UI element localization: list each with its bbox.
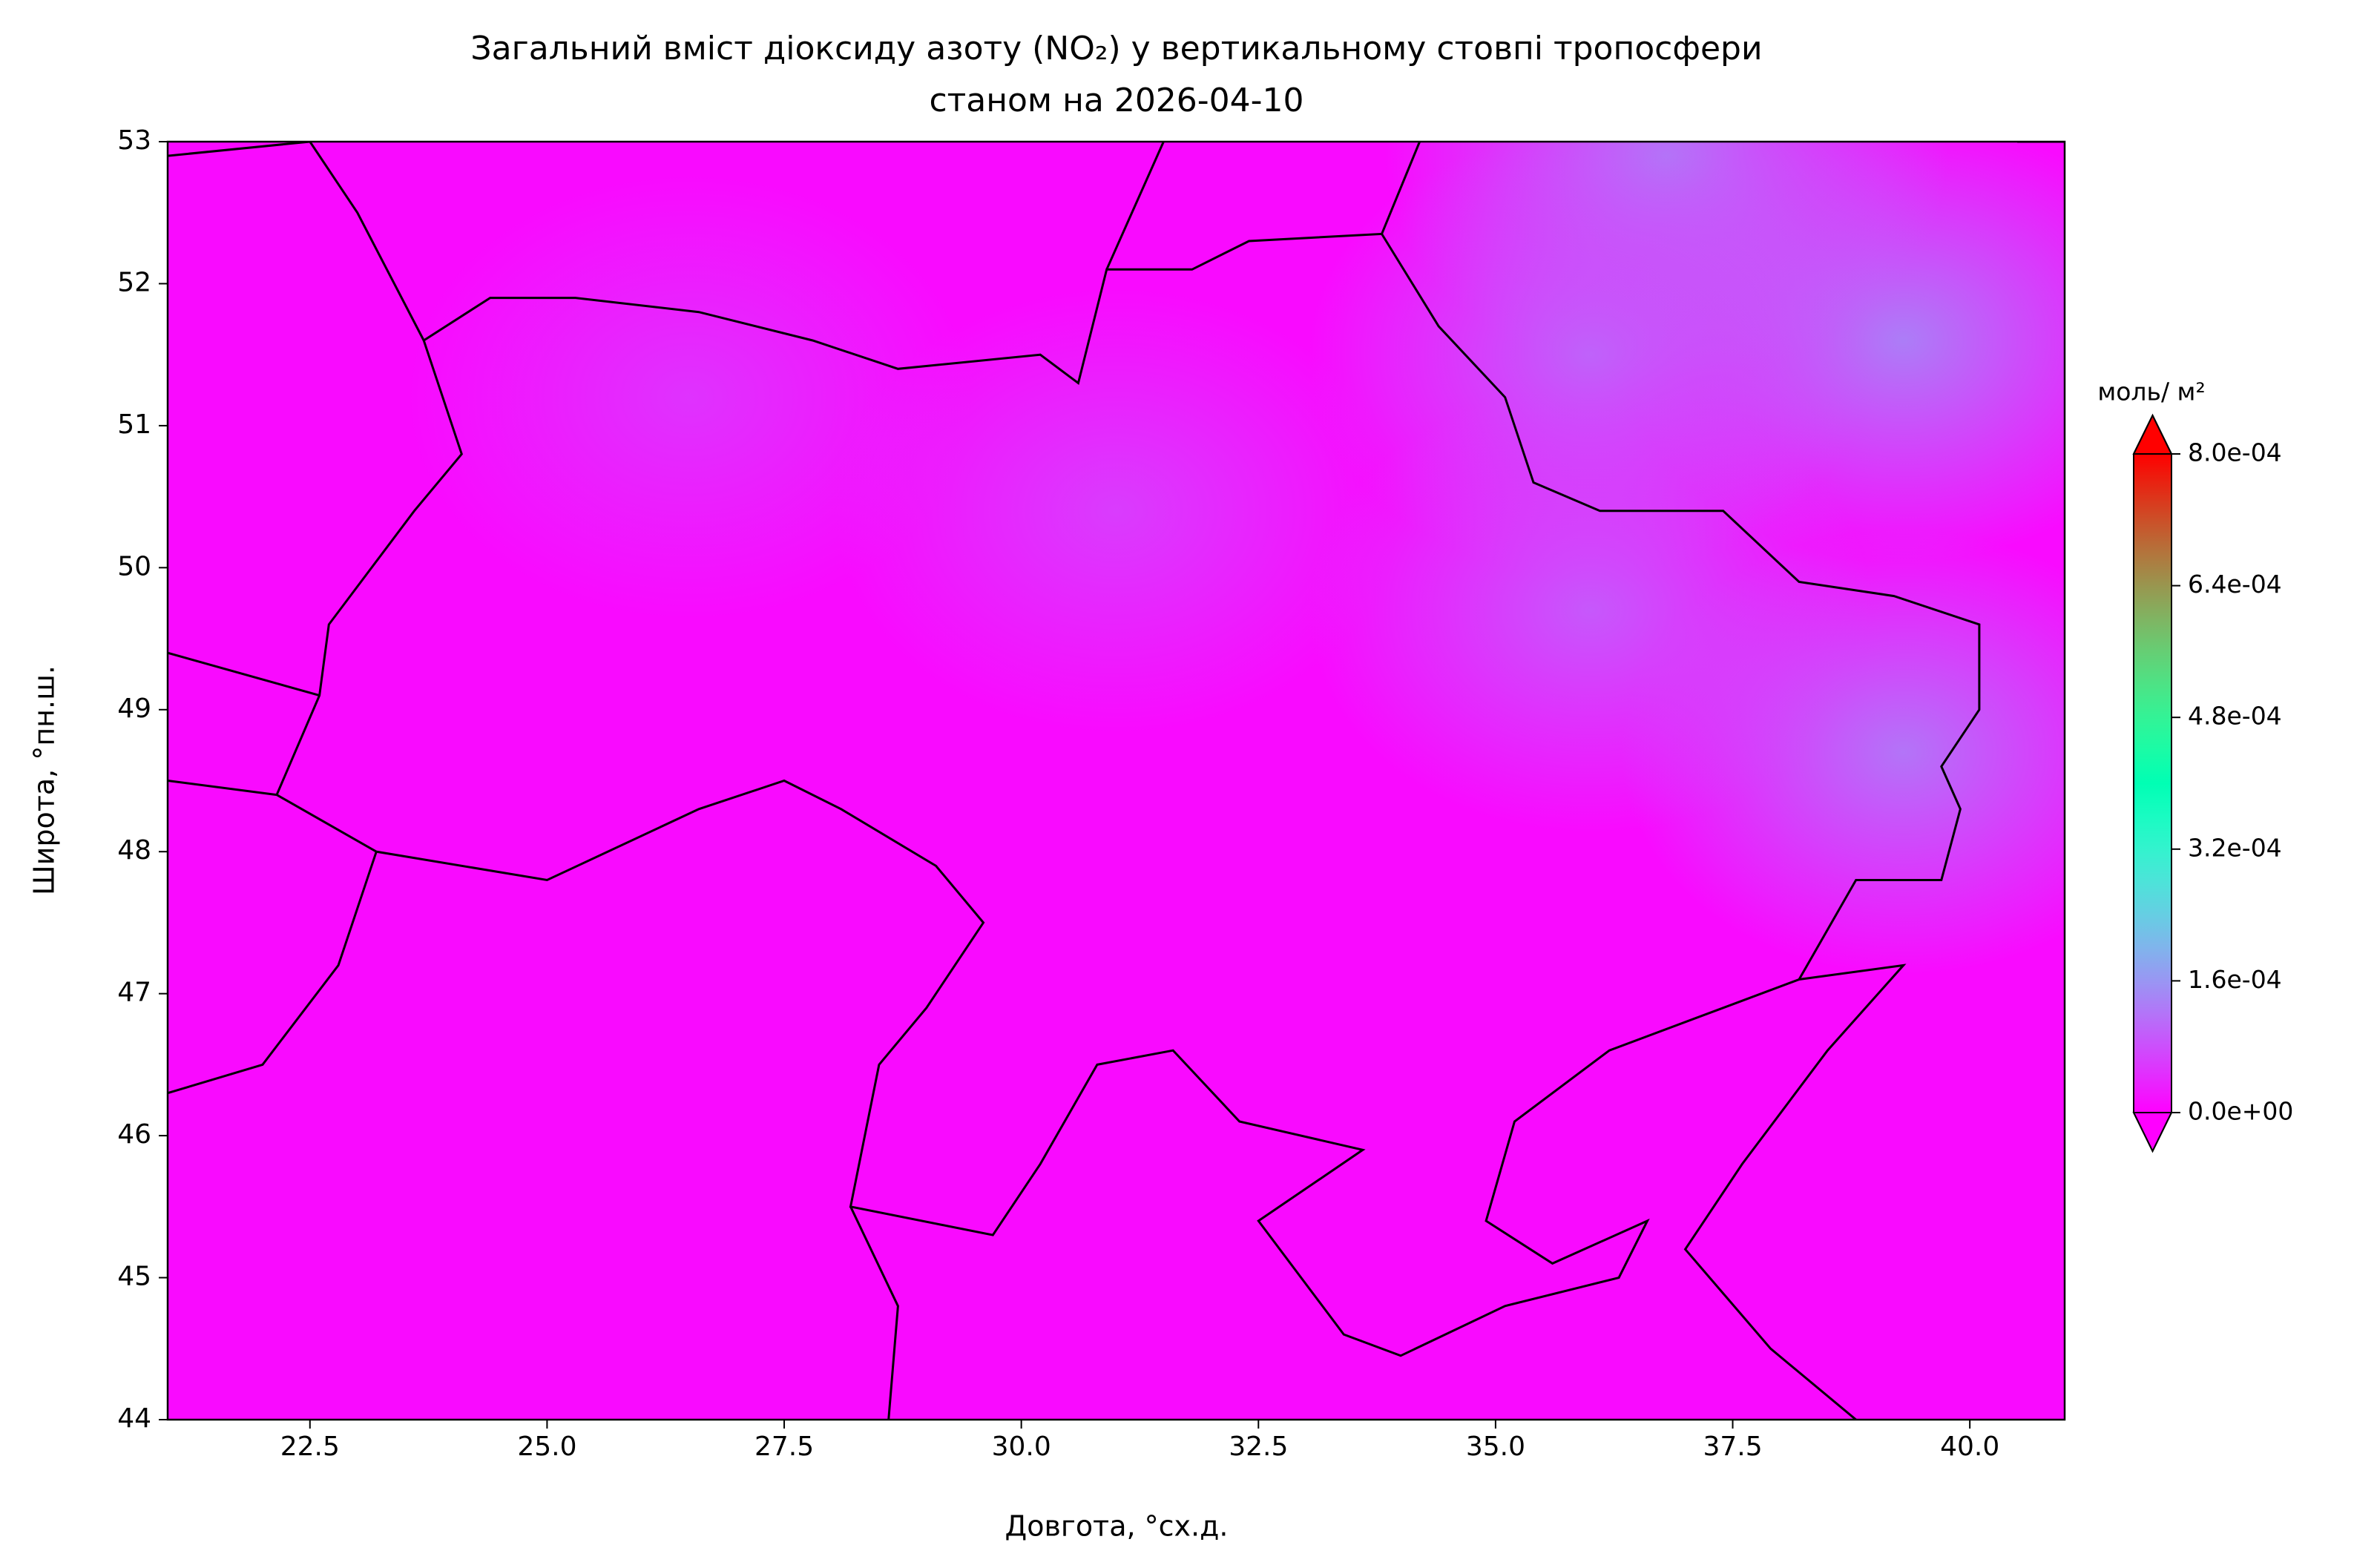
plot-area (168, 142, 2065, 1420)
y-tick-label: 51 (117, 409, 151, 440)
y-tick-label: 50 (117, 551, 151, 582)
x-tick-label: 35.0 (1466, 1432, 1525, 1462)
colorbar (2134, 454, 2171, 1113)
border (849, 1206, 899, 1420)
x-axis-label: Довгота, °сх.д. (1005, 1510, 1229, 1543)
border (168, 651, 320, 697)
colorbar-tick-label: 4.8e-04 (2188, 702, 2282, 731)
border (168, 851, 378, 1095)
colorbar-extend-max (2132, 413, 2173, 455)
border (1381, 142, 1421, 234)
y-tick-label: 53 (117, 125, 151, 156)
y-tick-label: 47 (117, 978, 151, 1008)
border (309, 142, 425, 341)
y-tick-label: 45 (117, 1262, 151, 1292)
x-tick-label: 37.5 (1703, 1432, 1762, 1462)
chart-title: Загальний вміст діоксиду азоту (NO₂) у в… (470, 30, 1762, 67)
y-tick-label: 49 (117, 694, 151, 724)
field-hotspot (1308, 387, 1873, 833)
colorbar-label: моль/ м² (2097, 378, 2205, 406)
field-hotspot (407, 174, 972, 620)
colorbar-tick-label: 6.4e-04 (2188, 570, 2282, 599)
colorbar-extend-min (2132, 1112, 2173, 1153)
x-tick-label: 27.5 (754, 1432, 814, 1462)
plot-frame (166, 140, 2066, 1421)
y-tick-label: 46 (117, 1119, 151, 1150)
border (168, 780, 277, 797)
chart-subtitle: станом на 2026-04-10 (929, 82, 1303, 119)
border (1105, 142, 1165, 270)
x-tick-label: 32.5 (1229, 1432, 1288, 1462)
colorbar-tick-label: 8.0e-04 (2188, 438, 2282, 467)
y-axis-label: Широта, °пн.ш. (28, 665, 61, 895)
border (275, 232, 1981, 1357)
y-tick-label: 48 (117, 835, 151, 866)
x-tick-label: 40.0 (1940, 1432, 1999, 1462)
x-tick-label: 25.0 (517, 1432, 576, 1462)
y-tick-label: 52 (117, 267, 151, 297)
border (168, 142, 310, 157)
y-tick-label: 44 (117, 1403, 151, 1434)
field-hotspot (834, 288, 1398, 734)
colorbar-tick-label: 1.6e-04 (2188, 965, 2282, 994)
colorbar-tick-label: 3.2e-04 (2188, 833, 2282, 862)
x-tick-label: 22.5 (280, 1432, 340, 1462)
colorbar-tick-label: 0.0e+00 (2188, 1097, 2293, 1126)
border (1683, 963, 1907, 1420)
x-tick-label: 30.0 (992, 1432, 1051, 1462)
